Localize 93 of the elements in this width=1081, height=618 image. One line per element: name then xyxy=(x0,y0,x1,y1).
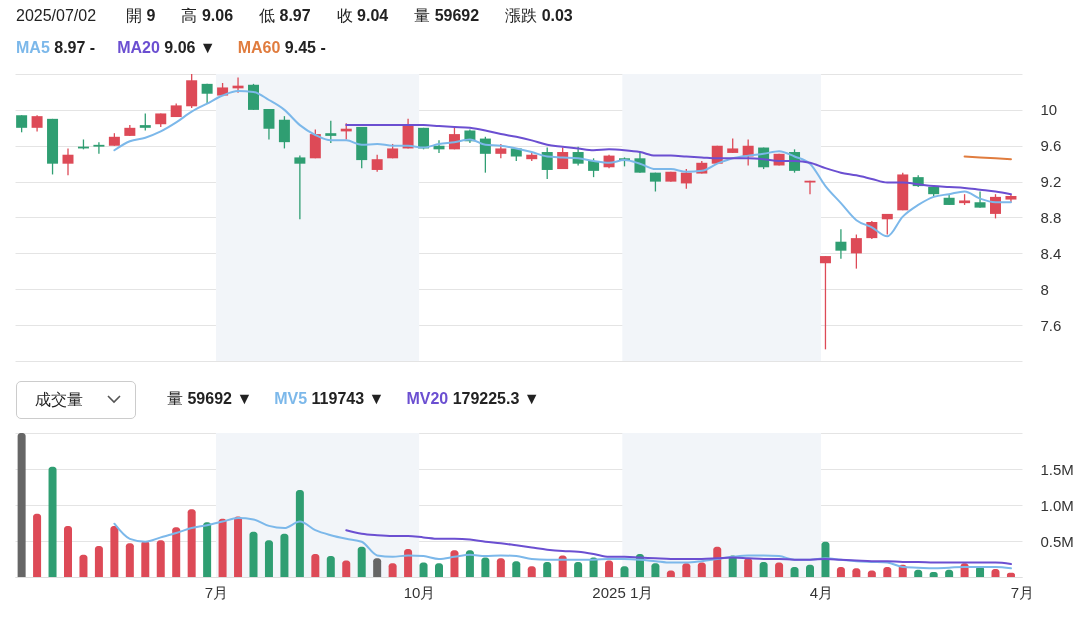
bar xyxy=(481,557,490,577)
bar xyxy=(218,518,227,577)
bar xyxy=(682,563,691,577)
y-tick-label: 8.8 xyxy=(1040,209,1062,226)
candlestick xyxy=(62,147,74,176)
bar xyxy=(419,562,428,577)
candlestick xyxy=(680,168,692,190)
text: 9.45 - xyxy=(284,39,326,56)
bar xyxy=(295,489,304,577)
bar xyxy=(64,525,72,577)
bar xyxy=(234,516,243,577)
x-tick-label: 4月 xyxy=(809,583,834,601)
candlestick xyxy=(850,233,862,270)
bar xyxy=(435,563,443,577)
y-tick-label: 7.6 xyxy=(1040,316,1062,334)
candlestick xyxy=(819,255,831,350)
y-tick-label: 1.5M xyxy=(1040,460,1074,478)
x-tick-label: 7月 xyxy=(204,583,229,601)
candlestick xyxy=(278,115,290,150)
bar xyxy=(17,433,26,577)
candlestick xyxy=(588,157,600,178)
line-series xyxy=(345,529,1012,566)
bar xyxy=(249,531,258,577)
bar xyxy=(651,563,660,577)
bar xyxy=(465,550,474,577)
text: MA5 xyxy=(16,39,51,56)
text: 開 9 xyxy=(126,5,156,26)
bar xyxy=(172,527,181,577)
bar xyxy=(543,561,552,577)
bar xyxy=(496,558,505,577)
line-series xyxy=(345,124,1012,196)
x-tick-label: 2025 1月 xyxy=(592,583,654,601)
candlestick xyxy=(294,154,306,220)
y-tick-label: 10 xyxy=(1040,101,1058,119)
bar xyxy=(280,533,289,577)
candlestick xyxy=(835,228,847,260)
y-tick-label: 1.0M xyxy=(1040,496,1074,514)
bar xyxy=(605,560,614,577)
y-tick-label: 8 xyxy=(1040,280,1049,298)
text: MV20 xyxy=(406,390,450,407)
bar xyxy=(311,553,320,577)
bar xyxy=(110,525,119,577)
bar xyxy=(759,561,768,577)
text: 量 59692 ▼ xyxy=(167,388,253,409)
text: 8.97 - xyxy=(54,39,96,56)
bar xyxy=(821,541,830,577)
text: 漲跌 0.03 xyxy=(505,5,573,26)
text: MV5 xyxy=(274,390,309,407)
bar xyxy=(775,562,784,577)
dropdown-field: 成交量 xyxy=(16,381,136,419)
bar xyxy=(697,562,706,577)
bar xyxy=(156,540,165,577)
text: 收 9.04 xyxy=(336,5,389,26)
x-tick-label: 7月 xyxy=(1010,583,1035,601)
bar xyxy=(404,548,413,577)
y-tick-label: 9.2 xyxy=(1040,173,1062,191)
bar xyxy=(33,513,42,577)
bar xyxy=(744,558,753,577)
text: MA20 xyxy=(117,39,161,56)
text: 9.06 ▼ xyxy=(164,39,216,56)
bar xyxy=(94,546,103,577)
candlestick xyxy=(263,108,275,141)
bar xyxy=(342,560,351,577)
bar xyxy=(326,556,335,577)
chart-title: 2025/07/02 xyxy=(16,7,97,25)
bar xyxy=(264,540,273,577)
bar xyxy=(141,541,150,577)
text: 低 8.97 xyxy=(259,5,311,26)
candlestick xyxy=(804,180,816,195)
line-series xyxy=(113,516,1012,570)
bar xyxy=(450,550,459,577)
y-tick-label: 9.6 xyxy=(1040,137,1062,155)
candlestick xyxy=(93,141,105,155)
text: 179225.3 ▼ xyxy=(452,390,540,407)
bar xyxy=(574,561,583,577)
bar xyxy=(79,554,88,577)
x-tick-label: 10月 xyxy=(403,583,436,601)
bar xyxy=(388,563,397,577)
bar xyxy=(373,558,382,577)
bar xyxy=(357,546,366,577)
bar xyxy=(48,466,57,577)
y-tick-label: 0.5M xyxy=(1040,532,1074,550)
bar xyxy=(203,522,212,577)
text: MA60 xyxy=(237,39,282,56)
bar xyxy=(125,543,134,577)
text: 量 59692 xyxy=(414,5,480,26)
text: 高 9.06 xyxy=(181,5,234,26)
candlestick xyxy=(325,119,337,144)
text: 119743 ▼ xyxy=(311,390,385,407)
bar xyxy=(187,509,196,577)
bar xyxy=(512,561,521,577)
y-tick-label: 8.4 xyxy=(1040,244,1062,262)
bar xyxy=(558,555,567,577)
